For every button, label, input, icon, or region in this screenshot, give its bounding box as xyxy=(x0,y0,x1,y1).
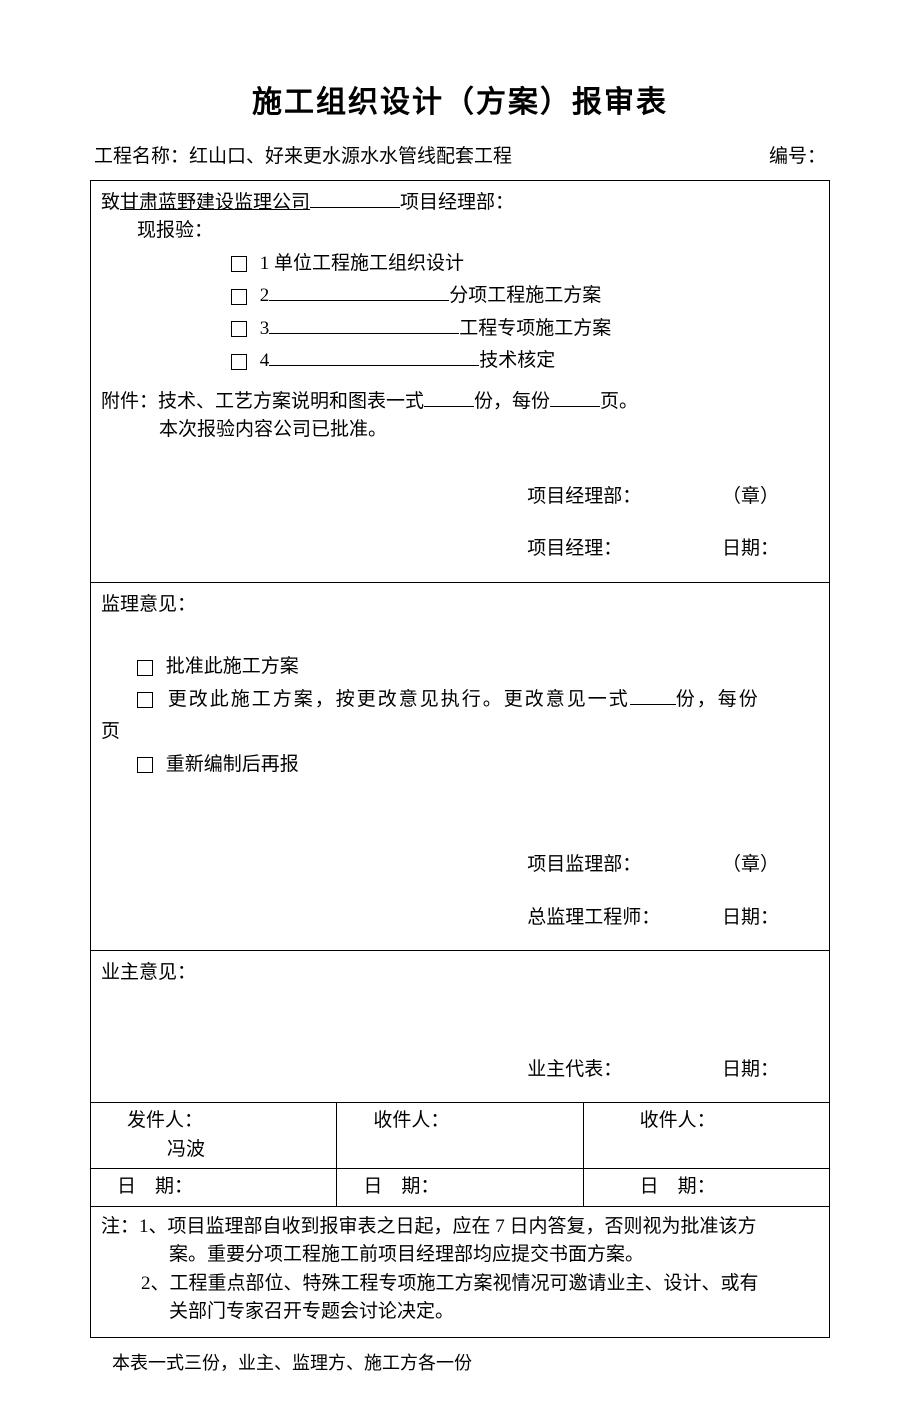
sup-opt-1: 批准此施工方案 xyxy=(101,653,819,682)
sup-opt-2: 更改此施工方案，按更改意见执行。更改意见一式 份，每份 xyxy=(101,686,819,715)
sig-date: 日期： xyxy=(722,538,779,559)
opt2c-text: 页 xyxy=(101,718,819,747)
sup-sig-dept: 项目监理部： xyxy=(527,851,717,880)
sender-cell: 发件人： 冯波 xyxy=(91,1103,337,1168)
checkbox-icon[interactable] xyxy=(137,692,153,708)
footer-note: 本表一式三份，业主、监理方、施工方各一份 xyxy=(90,1350,830,1377)
owner-title: 业主意见： xyxy=(101,959,819,988)
receiver-cell-2: 收件人： xyxy=(584,1103,829,1168)
sup-sig-date: 日期： xyxy=(722,907,779,928)
to-prefix: 致 xyxy=(101,192,120,213)
check-item-4: 4 技术核定 xyxy=(101,347,819,376)
date-label-3: 日 期： xyxy=(592,1173,821,1202)
check-item-3: 3 工程专项施工方案 xyxy=(101,315,819,344)
checkbox-icon[interactable] xyxy=(137,660,153,676)
note1a-text: 1、项目监理部自收到报审表之日起，应在 7 日内答复，否则视为批准该方 xyxy=(139,1216,757,1237)
sig-dept-row: 项目经理部： （章） xyxy=(101,483,819,512)
date-cell-2: 日 期： xyxy=(337,1169,583,1206)
to-company: 甘肃蓝野建设监理公司 xyxy=(120,192,310,213)
sender-receiver-row: 发件人： 冯波 收件人： 收件人： xyxy=(91,1103,829,1169)
sender-label: 发件人： xyxy=(99,1107,328,1136)
header-row: 工程名称：红山口、好来更水源水水管线配套工程 编号： xyxy=(90,143,830,172)
check-item-1: 1 单位工程施工组织设计 xyxy=(101,250,819,279)
receiver-cell-1: 收件人： xyxy=(337,1103,583,1168)
opt2a-text: 更改此施工方案，按更改意见执行。更改意见一式 xyxy=(168,689,630,710)
note-line-2b: 关部门专家召开专题会讨论决定。 xyxy=(101,1298,819,1327)
form-box: 致甘肃蓝野建设监理公司项目经理部： 现报验： 1 单位工程施工组织设计 2分项工… xyxy=(90,180,830,1338)
opt1-text: 批准此施工方案 xyxy=(166,656,299,677)
attach-a: 附件：技术、工艺方案说明和图表一式 xyxy=(101,391,424,412)
date-cell-1: 日 期： xyxy=(91,1169,337,1206)
document-title: 施工组织设计（方案）报审表 xyxy=(90,80,830,125)
addressee-line: 致甘肃蓝野建设监理公司 项目经理部： xyxy=(101,189,819,218)
item4-text: 技术核定 xyxy=(479,350,555,371)
item2-text: 分项工程施工方案 xyxy=(449,285,601,306)
supervisor-title: 监理意见： xyxy=(101,591,819,620)
attachment-line: 附件：技术、工艺方案说明和图表一式 份，每份 页。 xyxy=(101,388,819,417)
note-prefix: 注： xyxy=(101,1216,139,1237)
check-item-2: 2 分项工程施工方案 xyxy=(101,282,819,311)
section-report: 致甘肃蓝野建设监理公司项目经理部： 现报验： 1 单位工程施工组织设计 2分项工… xyxy=(91,181,829,583)
checkbox-icon[interactable] xyxy=(137,757,153,773)
date-label-1: 日 期： xyxy=(99,1173,328,1202)
sig-dept: 项目经理部： xyxy=(527,483,717,512)
receiver-label-1: 收件人： xyxy=(345,1107,574,1136)
project-label: 工程名称： xyxy=(94,146,189,167)
sig-stamp: （章） xyxy=(722,486,779,507)
report-label: 现报验： xyxy=(101,217,819,246)
note-line-1a: 注：1、项目监理部自收到报审表之日起，应在 7 日内答复，否则视为批准该方 xyxy=(101,1213,819,1242)
note-line-1b: 案。重要分项工程施工前项目经理部均应提交书面方案。 xyxy=(101,1241,819,1270)
sup-sig-stamp: （章） xyxy=(722,854,779,875)
opt2b-text: 份，每份 xyxy=(676,689,760,710)
sup-sig-dept-row: 项目监理部： （章） xyxy=(101,851,819,880)
checkbox-icon[interactable] xyxy=(231,354,247,370)
attach-c: 页。 xyxy=(600,391,638,412)
checkbox-icon[interactable] xyxy=(231,256,247,272)
section-owner: 业主意见： 业主代表： 日期： xyxy=(91,951,829,1103)
notes-section: 注：1、项目监理部自收到报审表之日起，应在 7 日内答复，否则视为批准该方 案。… xyxy=(91,1207,829,1337)
checkbox-icon[interactable] xyxy=(231,321,247,337)
item2-num: 2 xyxy=(260,285,270,306)
to-suffix: 项目经理部： xyxy=(400,192,514,213)
date-cell-3: 日 期： xyxy=(584,1169,829,1206)
item3-num: 3 xyxy=(260,318,270,339)
date-row: 日 期： 日 期： 日 期： xyxy=(91,1169,829,1207)
sup-sig-eng-row: 总监理工程师： 日期： xyxy=(101,904,819,933)
item3-text: 工程专项施工方案 xyxy=(459,318,611,339)
date-label-2: 日 期： xyxy=(345,1173,574,1202)
checkbox-icon[interactable] xyxy=(231,289,247,305)
sup-sig-eng: 总监理工程师： xyxy=(527,904,717,933)
sig-mgr-row: 项目经理： 日期： xyxy=(101,535,819,564)
opt3-text: 重新编制后再报 xyxy=(166,754,299,775)
item4-num: 4 xyxy=(260,350,270,371)
project-name: 红山口、好来更水源水水管线配套工程 xyxy=(189,146,512,167)
item1-text: 1 单位工程施工组织设计 xyxy=(260,253,464,274)
sig-mgr: 项目经理： xyxy=(527,535,717,564)
attach-b: 份，每份 xyxy=(474,391,550,412)
receiver-label-2: 收件人： xyxy=(592,1107,821,1136)
sender-name: 冯波 xyxy=(99,1136,328,1165)
note-line-2a: 2、工程重点部位、特殊工程专项施工方案视情况可邀请业主、设计、或有 xyxy=(101,1270,819,1299)
section-supervisor: 监理意见： 批准此施工方案 更改此施工方案，按更改意见执行。更改意见一式 份，每份… xyxy=(91,583,829,952)
owner-sig-row: 业主代表： 日期： xyxy=(101,1056,819,1085)
owner-sig-date: 日期： xyxy=(722,1059,779,1080)
sup-opt-3: 重新编制后再报 xyxy=(101,751,819,780)
project-name-line: 工程名称：红山口、好来更水源水水管线配套工程 xyxy=(94,143,512,172)
owner-sig-rep: 业主代表： xyxy=(527,1056,717,1085)
approved-line: 本次报验内容公司已批准。 xyxy=(101,416,819,445)
serial-label: 编号： xyxy=(769,143,826,172)
